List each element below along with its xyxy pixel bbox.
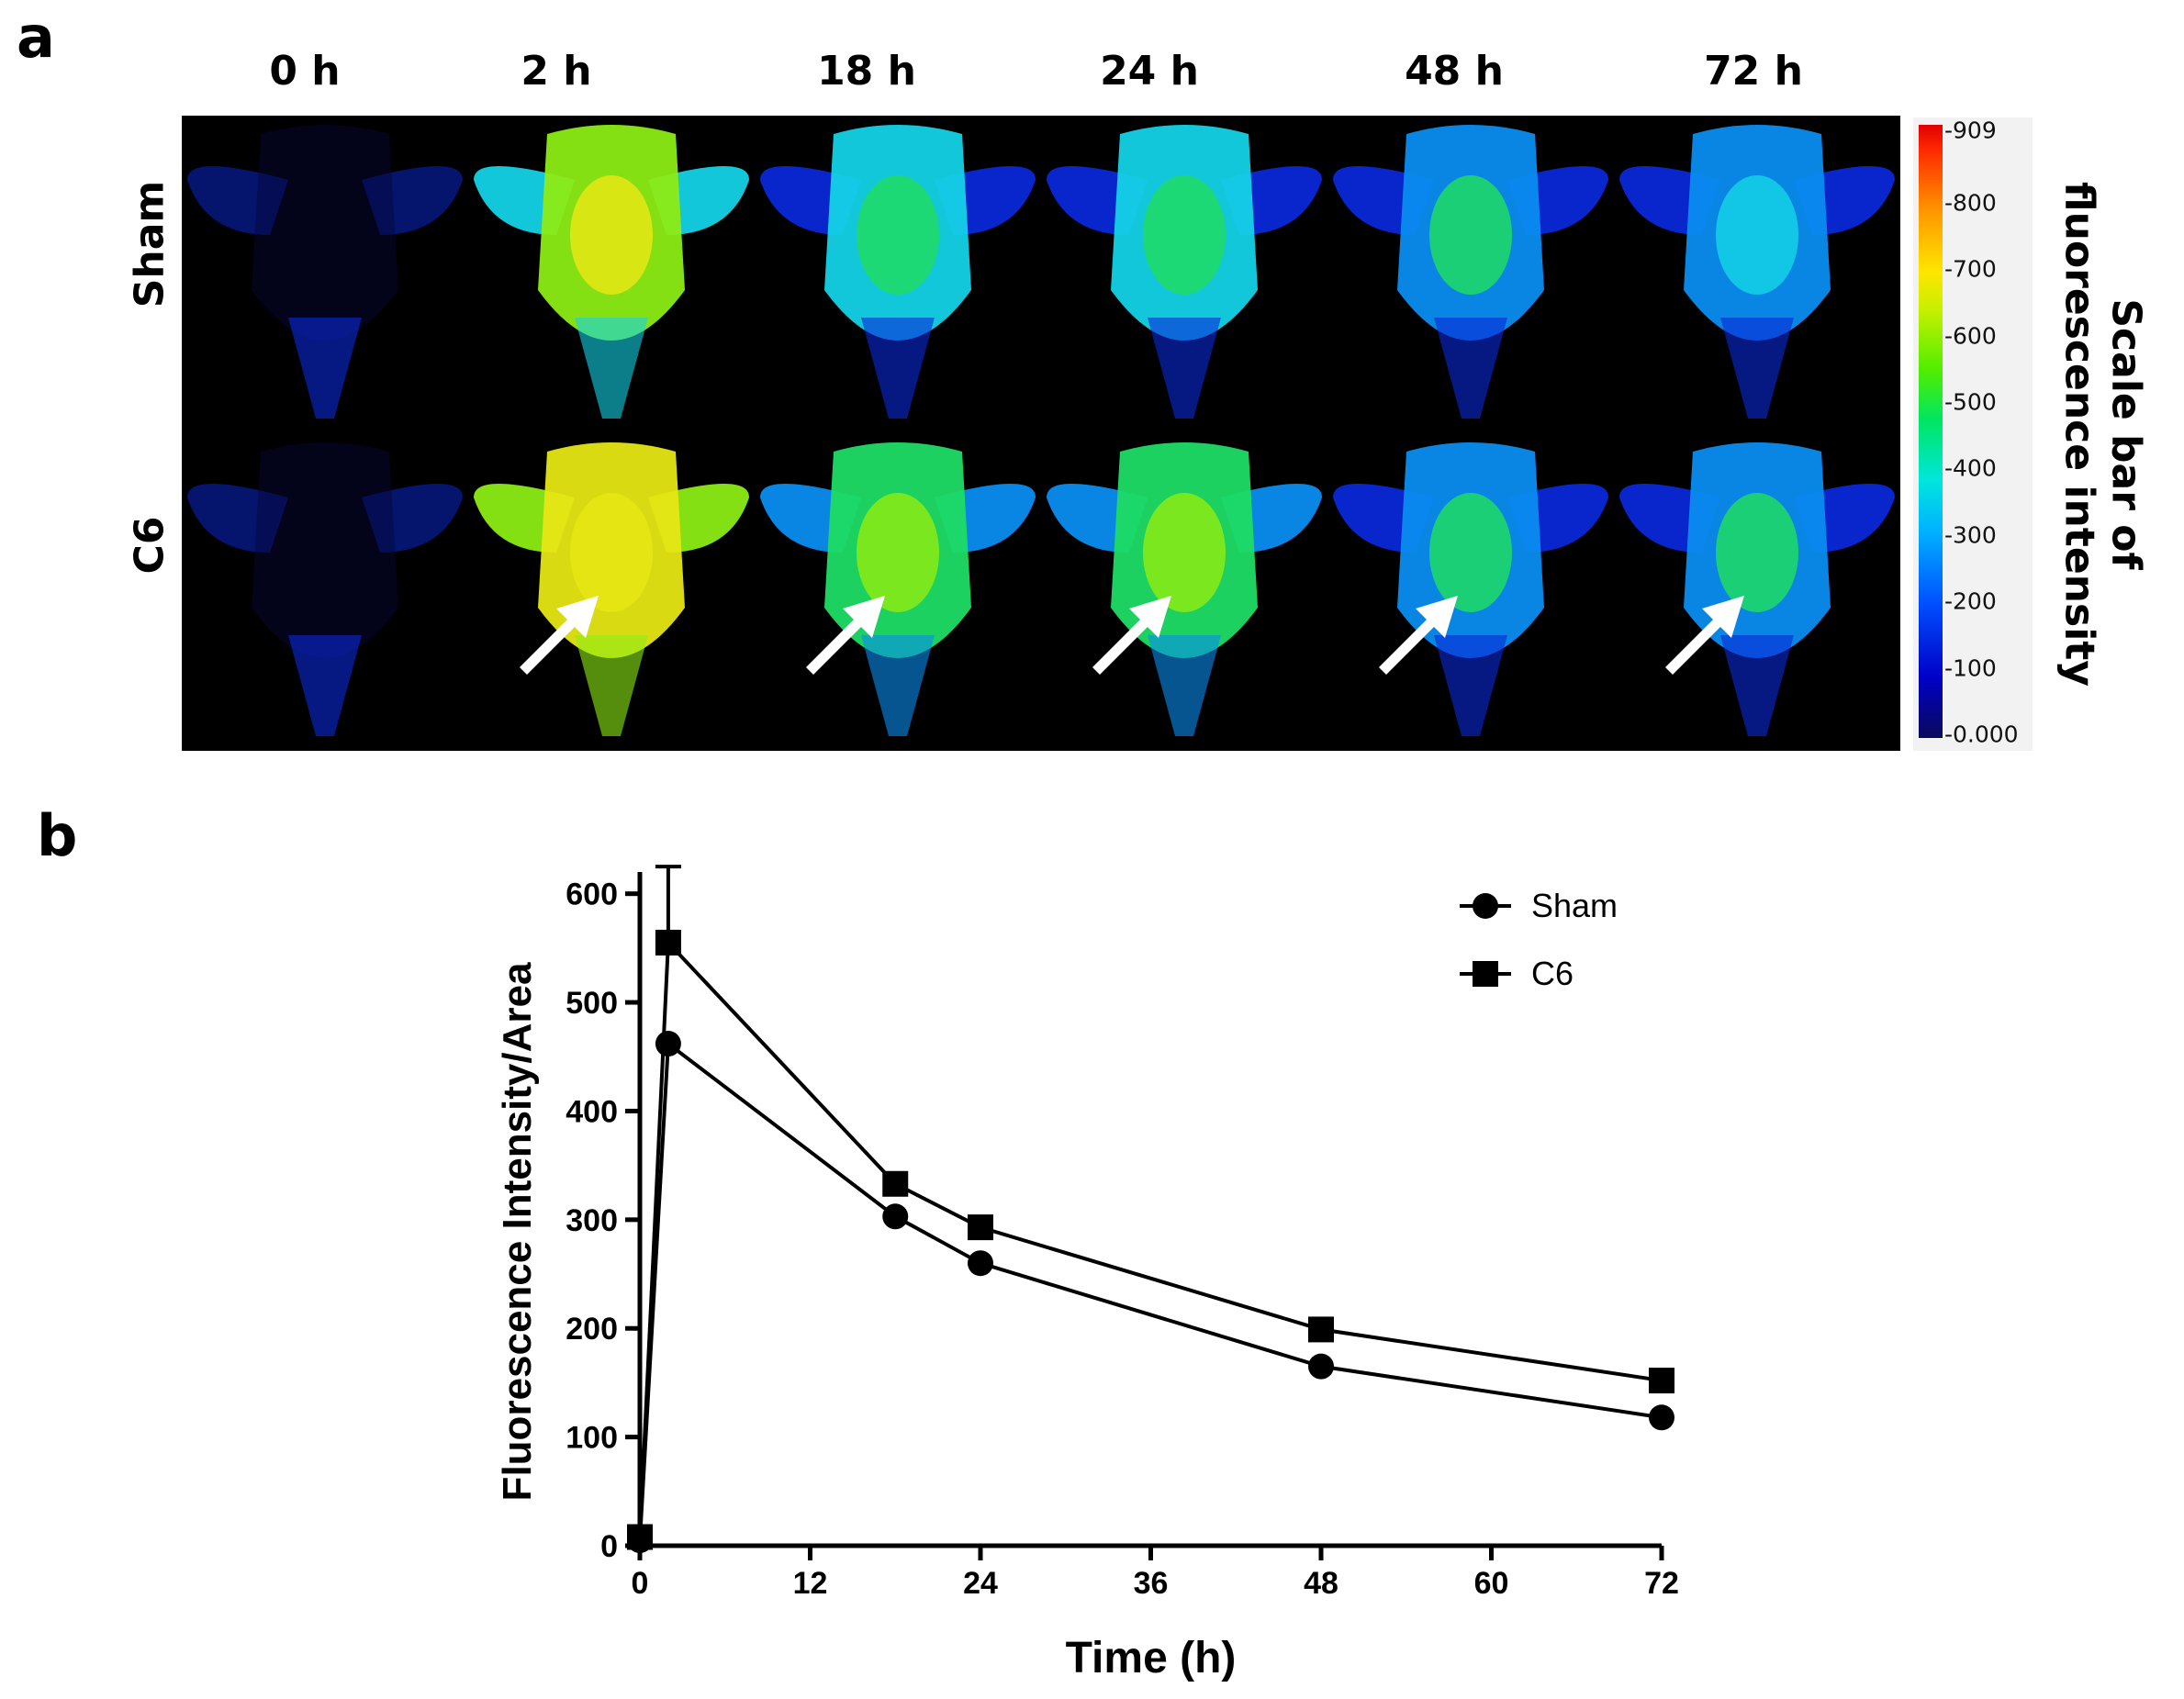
time-label-72h: 72 h — [1704, 48, 1803, 95]
mouse-image-sham-5 — [1614, 116, 1900, 432]
colorbar-tick-label: -300 — [1944, 521, 1997, 549]
data-point-c6 — [1308, 1316, 1334, 1343]
panel-label-a: a — [17, 4, 55, 71]
colorbar-tick-label: -909 — [1944, 117, 1997, 144]
data-point-sham — [1649, 1404, 1674, 1431]
mouse-image-c6-1 — [468, 433, 755, 750]
mouse-image-sham-4 — [1327, 116, 1614, 432]
time-label-0h: 0 h — [269, 48, 341, 95]
x-tick-label: 0 — [632, 1566, 649, 1601]
mouse-image-sham-3 — [1041, 116, 1327, 432]
time-label-18h: 18 h — [817, 48, 916, 95]
colorbar-tick-label: -200 — [1944, 587, 1997, 615]
colorbar-tick-label: -500 — [1944, 388, 1997, 416]
y-tick-label: 400 — [566, 1094, 618, 1129]
y-tick-label: 100 — [566, 1421, 618, 1456]
legend-marker-sham — [1473, 893, 1498, 919]
x-axis-title: Time (h) — [1066, 1634, 1237, 1682]
tumor-arrow-icon — [806, 596, 885, 675]
colorbar-tick-label: -700 — [1944, 255, 1997, 283]
legend-label-sham: Sham — [1531, 887, 1618, 924]
tumor-arrow-icon — [1379, 596, 1458, 675]
mouse-image-sham-0 — [182, 116, 468, 432]
time-label-48h: 48 h — [1405, 48, 1504, 95]
data-point-c6 — [1649, 1368, 1674, 1394]
colorbar-tick-label: -0.000 — [1944, 721, 2019, 748]
colorbar-tick-label: -100 — [1944, 654, 1997, 682]
y-tick-label: 0 — [600, 1529, 618, 1564]
mouse-image-c6-3 — [1041, 433, 1327, 750]
mouse-image-c6-0 — [182, 433, 468, 750]
mouse-image-c6-2 — [755, 433, 1041, 750]
time-label-2h: 2 h — [521, 48, 592, 95]
data-point-sham — [882, 1203, 909, 1230]
x-tick-label: 36 — [1134, 1566, 1169, 1601]
colorbar-tick-label: -400 — [1944, 454, 1997, 482]
legend-marker-c6 — [1473, 961, 1498, 987]
data-point-sham — [1308, 1353, 1334, 1380]
series-line-sham — [638, 1040, 1663, 1541]
tumor-arrow-icon — [520, 596, 599, 675]
series-line-c6 — [638, 938, 1663, 1537]
y-tick-label: 200 — [566, 1312, 618, 1347]
mouse-image-sham-2 — [755, 116, 1041, 432]
x-tick-label: 72 — [1644, 1566, 1679, 1601]
mouse-image-c6-4 — [1327, 433, 1614, 750]
tumor-arrow-icon — [1092, 596, 1171, 675]
data-point-sham — [968, 1250, 993, 1277]
data-point-c6 — [655, 929, 681, 956]
y-tick-label: 300 — [566, 1203, 618, 1238]
mouse-image-c6-5 — [1614, 433, 1900, 750]
colorbar-tick-label: -600 — [1944, 322, 1997, 350]
y-tick-label: 500 — [566, 986, 618, 1021]
data-point-c6 — [968, 1214, 993, 1241]
data-point-c6 — [627, 1524, 653, 1550]
y-tick-label: 600 — [566, 877, 618, 912]
mouse-image-sham-1 — [468, 116, 755, 432]
x-tick-label: 48 — [1304, 1566, 1338, 1601]
panel-label-b: b — [37, 802, 78, 869]
data-point-c6 — [882, 1170, 909, 1197]
colorbar-tick-label: -800 — [1944, 189, 1997, 217]
x-tick-label: 24 — [963, 1566, 998, 1601]
fluorescence-imaging-panel — [182, 116, 1900, 751]
legend-label-c6: C6 — [1531, 955, 1574, 992]
tumor-arrow-icon — [1665, 596, 1744, 675]
time-label-24h: 24 h — [1100, 48, 1199, 95]
x-tick-label: 60 — [1474, 1566, 1509, 1601]
x-tick-label: 12 — [793, 1566, 828, 1601]
colorbar-gradient — [1919, 125, 1943, 738]
data-point-sham — [655, 1031, 681, 1057]
y-axis-title: Fluorescence Intensity/Area — [495, 962, 540, 1501]
